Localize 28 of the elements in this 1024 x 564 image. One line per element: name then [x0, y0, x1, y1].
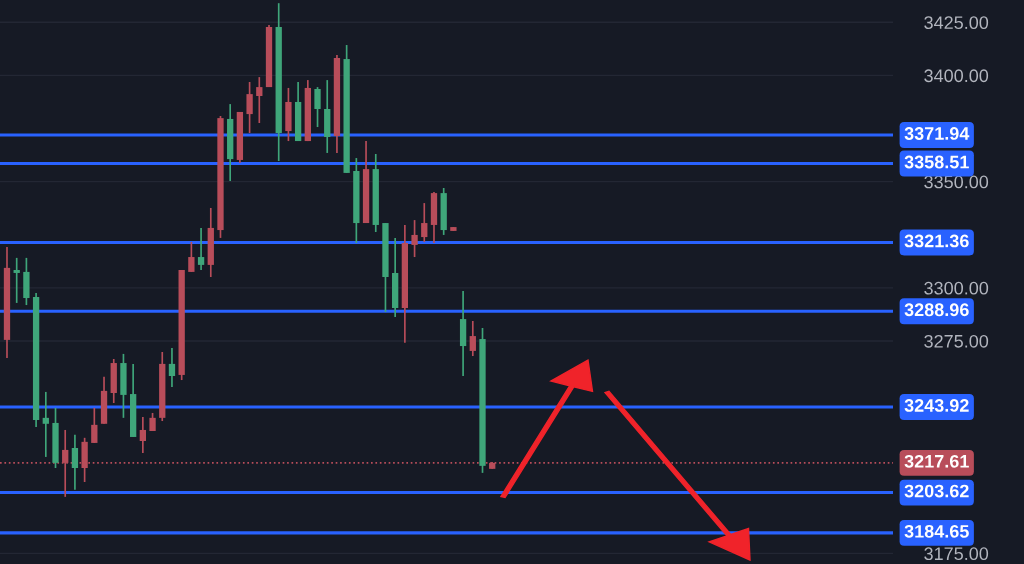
candlestick [168, 347, 176, 388]
y-tick-label: 3425.00 [924, 16, 989, 30]
ref-line-label: 3371.94 [904, 127, 970, 140]
y-tick-label: 3400.00 [924, 69, 989, 83]
y-tick-label: 3300.00 [924, 281, 989, 295]
candlestick [246, 81, 253, 134]
candlestick [256, 76, 263, 124]
ref-line-label: 3288.96 [904, 303, 969, 317]
candlestick [411, 219, 418, 258]
y-tick-label: 3275.00 [924, 334, 989, 348]
candlestick [71, 434, 79, 491]
candlestick [469, 320, 476, 357]
candlestick [42, 391, 49, 458]
ref-line-label: 3217.61 [904, 454, 969, 468]
candlestick [139, 416, 146, 454]
candlestick [197, 227, 205, 271]
candlestick [91, 407, 98, 444]
y-tick-label: 3175.00 [924, 547, 989, 561]
candlestick [421, 202, 428, 243]
candlestick [13, 257, 20, 304]
ref-line-label: 3203.62 [904, 484, 969, 498]
ref-line-label: 3243.92 [904, 399, 969, 412]
candlestick [188, 241, 195, 273]
ref-line-label: 3184.65 [904, 524, 969, 538]
ref-line-label: 3321.36 [904, 234, 969, 248]
ref-line-label: 3358.51 [904, 155, 969, 169]
candlestick [314, 86, 321, 128]
y-tick-label: 3350.00 [924, 175, 989, 189]
